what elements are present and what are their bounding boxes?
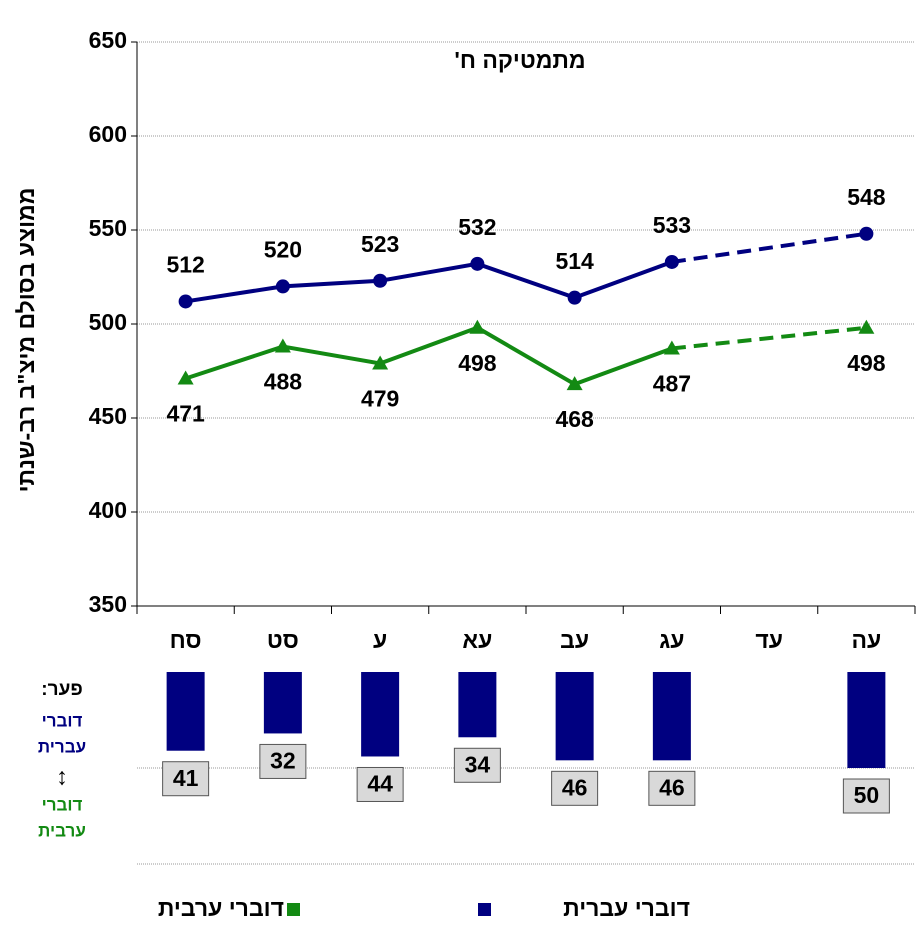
x-tick-label: עג — [659, 627, 684, 653]
x-tick-label: ע — [373, 627, 387, 653]
gap-label-box — [162, 761, 210, 797]
line — [185, 260, 673, 304]
gap-legend-bottom: דוברי — [42, 795, 83, 814]
data-label: 487 — [653, 371, 691, 397]
gap-label: 34 — [465, 751, 491, 777]
marker — [372, 355, 389, 370]
y-tick-label: 600 — [89, 121, 127, 147]
gap-label-box — [453, 747, 501, 783]
marker — [178, 294, 193, 309]
gap-label-box — [842, 778, 890, 814]
line — [185, 325, 673, 387]
gap-bar — [555, 672, 594, 761]
data-label: 520 — [264, 236, 302, 262]
data-label: 498 — [847, 350, 886, 376]
data-label: 548 — [847, 184, 886, 210]
legend-swatch — [478, 903, 491, 916]
gap-label-box — [648, 770, 696, 806]
data-label: 498 — [458, 350, 497, 376]
gap-bar — [458, 672, 497, 738]
dashed-line — [671, 231, 867, 264]
data-label: 471 — [166, 401, 205, 427]
x-tick-label: סט — [267, 627, 299, 653]
x-tick-label: עה — [851, 627, 881, 653]
data-label: 523 — [361, 231, 399, 257]
data-label: 514 — [555, 248, 594, 274]
chart-title: מתמטיקה ח' — [454, 47, 585, 73]
marker — [275, 279, 290, 294]
x-tick-label: עד — [755, 627, 783, 653]
gap-label-box — [551, 770, 599, 806]
marker — [858, 319, 875, 334]
marker — [566, 376, 583, 391]
dashed-line — [671, 325, 867, 351]
x-tick-label: סח — [170, 627, 202, 653]
legend-label: דוברי ערבית — [158, 895, 284, 921]
legend-swatch — [287, 903, 300, 916]
gap-arrow: ↕ — [56, 763, 68, 790]
marker — [469, 319, 486, 334]
gap-label-box — [259, 743, 307, 779]
data-label: 533 — [653, 212, 691, 238]
marker — [664, 254, 679, 269]
gap-title: פער: — [41, 679, 82, 700]
data-label: 488 — [264, 369, 303, 395]
gap-bar — [166, 672, 205, 751]
gap-bar — [361, 672, 400, 757]
gap-label: 44 — [367, 771, 393, 797]
data-label: 479 — [361, 386, 399, 412]
data-label: 468 — [555, 406, 594, 432]
marker — [567, 290, 582, 305]
x-tick-label: עא — [462, 627, 492, 653]
gap-label-box — [356, 766, 404, 802]
gap-bar — [652, 672, 691, 761]
data-label: 532 — [458, 214, 496, 240]
y-tick-label: 450 — [89, 403, 127, 429]
marker — [373, 273, 388, 288]
y-tick-label: 500 — [89, 309, 127, 335]
marker — [177, 370, 194, 385]
gap-legend-top: עברית — [38, 737, 86, 756]
legend-label: דוברי עברית — [563, 895, 690, 921]
gap-bar — [847, 672, 886, 768]
gap-legend-bottom: ערבית — [38, 821, 86, 840]
marker — [470, 256, 485, 271]
gap-label: 50 — [854, 782, 880, 808]
y-tick-label: 550 — [89, 215, 127, 241]
gap-label: 46 — [562, 774, 588, 800]
gap-label: 32 — [270, 748, 296, 774]
gap-bar — [263, 672, 302, 734]
y-axis-label: ממוצע בסולם מיצ"ב רב-שנתי — [13, 188, 39, 493]
y-tick-label: 400 — [89, 497, 127, 523]
marker — [274, 338, 291, 353]
marker — [859, 226, 874, 241]
gap-label: 41 — [173, 765, 199, 791]
x-tick-label: עב — [560, 627, 589, 653]
gap-label: 46 — [659, 774, 685, 800]
y-tick-label: 350 — [89, 591, 127, 617]
marker — [663, 340, 680, 355]
y-tick-label: 650 — [89, 27, 127, 53]
data-label: 512 — [166, 252, 204, 278]
gap-legend-top: דוברי — [42, 711, 83, 730]
